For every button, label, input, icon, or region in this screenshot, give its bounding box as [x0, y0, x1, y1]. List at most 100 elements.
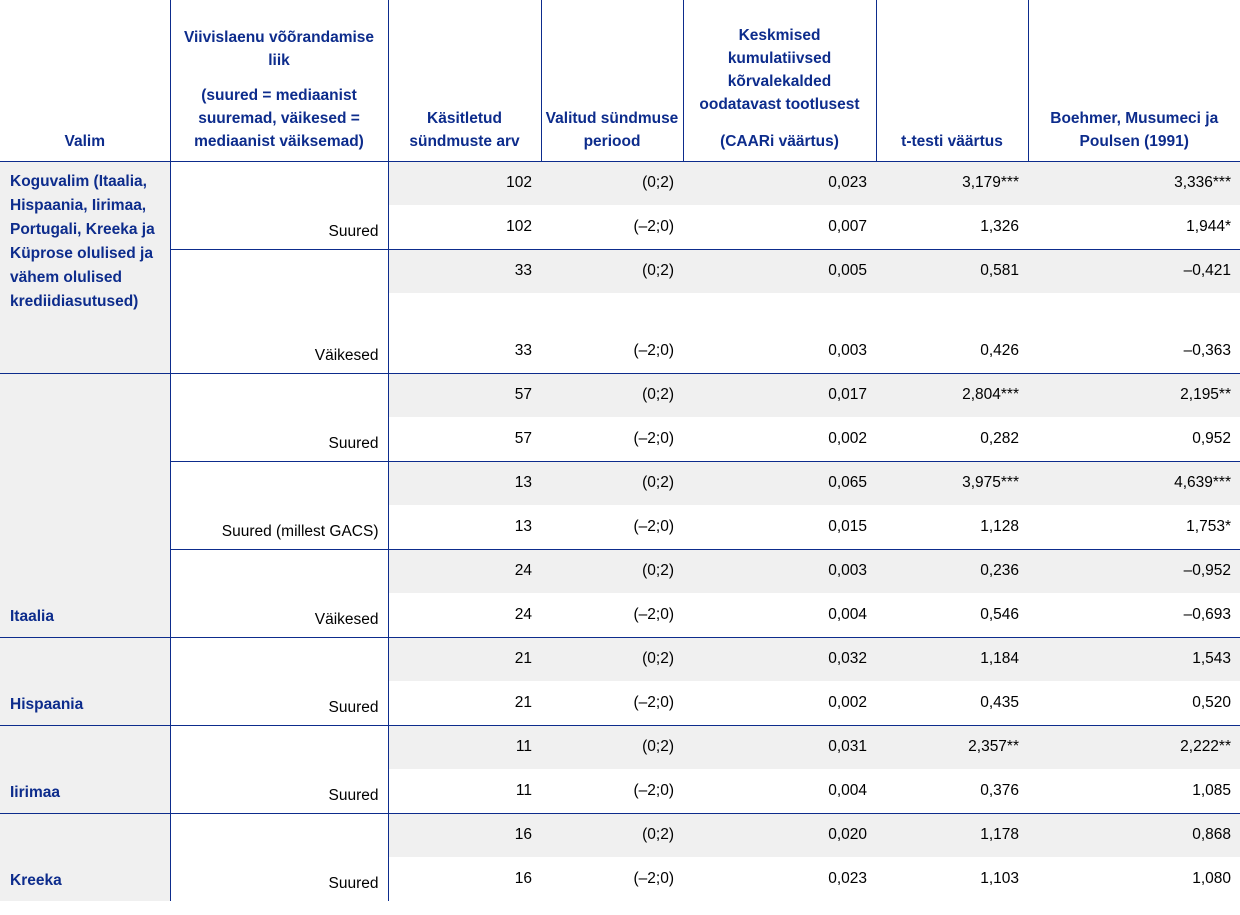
window-cell: (–2;0): [633, 429, 675, 447]
caar-cell: 0,023: [828, 870, 867, 887]
events-cell: 11: [387, 724, 541, 769]
bmp-cell: 1,944*: [1186, 217, 1231, 235]
type-cell: Suured: [169, 724, 388, 813]
ttest-cell: 0,376: [980, 781, 1019, 799]
events-cell: 21: [387, 636, 541, 681]
ttest-cell: 0,426: [980, 341, 1019, 359]
bmp-cell: 1,085: [1192, 781, 1231, 799]
table-row: Itaalia Suured 57 (0;2) 0,017 2,804*** 2…: [0, 372, 1240, 637]
spacer-row: [0, 293, 1240, 329]
header-caar-title: Keskmised kumulatiivsed kõrvalekalded oo…: [699, 26, 860, 113]
table-row: 33 (–2;0) 0,003 0,426 –0,363: [0, 329, 1240, 373]
table-row: Väikesed 24 (0;2) 0,003 0,236 –0,952: [0, 548, 1240, 637]
caar-cell: 0,065: [683, 460, 876, 505]
ttest-cell: 1,103: [980, 870, 1019, 887]
events-cell: 21: [387, 681, 541, 725]
events-cell: 11: [387, 769, 541, 813]
bmp-cell: 4,639***: [1028, 460, 1240, 505]
header-window: Valitud sündmuse periood: [540, 0, 683, 162]
header-events: Käsitletud sündmuste arv: [387, 0, 541, 162]
bmp-cell: 0,520: [1192, 693, 1231, 711]
header-type-note: (suured = mediaanist suuremad, väikesed …: [194, 86, 364, 150]
header-caar-note: (CAARi väärtus): [720, 132, 839, 150]
bmp-cell: 1,543: [1028, 636, 1240, 681]
ttest-cell: 2,804***: [876, 372, 1028, 417]
ttest-cell: 1,128: [980, 517, 1019, 535]
caar-cell: 0,004: [828, 605, 867, 623]
table-row: Suured (millest GACS) 13 (0;2) 0,065 3,9…: [0, 460, 1240, 549]
events-cell: 57: [387, 417, 541, 461]
ttest-cell: 1,178: [876, 812, 1028, 857]
events-cell: 13: [387, 505, 541, 549]
window-cell: (–2;0): [633, 217, 675, 235]
window-cell: (–2;0): [633, 781, 675, 799]
bmp-cell: –0,952: [1028, 548, 1240, 593]
header-row: Valim Viivislaenu võõrandamise liik (suu…: [0, 0, 1240, 162]
events-cell: 24: [387, 593, 541, 637]
header-caar: Keskmised kumulatiivsed kõrvalekalded oo…: [682, 0, 876, 162]
header-ttest: t-testi väärtus: [875, 0, 1028, 162]
caar-cell: 0,031: [683, 724, 876, 769]
type-cell: Suured: [169, 812, 388, 901]
events-cell: 102: [387, 205, 541, 249]
table-row: 21 (–2;0) 0,002 0,435 0,520: [0, 681, 1240, 725]
header-sample: Valim: [0, 0, 170, 162]
type-cell: Suured (millest GACS): [169, 460, 388, 549]
table-row: Iirimaa Suured 11 (0;2) 0,031 2,357** 2,…: [0, 724, 1240, 813]
type-cell: Suured: [169, 160, 388, 249]
type-cell: Väikesed: [169, 248, 388, 373]
sample-cell: Itaalia: [0, 372, 170, 637]
bmp-cell: 3,336***: [1028, 160, 1240, 205]
caar-cell: 0,032: [683, 636, 876, 681]
type-cell: Väikesed: [169, 548, 388, 637]
bmp-cell: 0,952: [1192, 429, 1231, 447]
window-cell: (0;2): [541, 548, 683, 593]
header-type: Viivislaenu võõrandamise liik (suured = …: [169, 0, 388, 162]
table-row: Kreeka Suured 16 (0;2) 0,020 1,178 0,868: [0, 812, 1240, 901]
sample-cell: Kreeka: [0, 812, 170, 901]
table-row: 13 (–2;0) 0,015 1,128 1,753*: [0, 505, 1240, 549]
caar-cell: 0,002: [828, 693, 867, 711]
table-row: Hispaania Suured 21 (0;2) 0,032 1,184 1,…: [0, 636, 1240, 725]
type-cell: Suured: [169, 372, 388, 461]
caar-cell: 0,015: [828, 517, 867, 535]
ttest-cell: 1,326: [980, 217, 1019, 235]
ttest-cell: 0,435: [980, 693, 1019, 711]
events-cell: 16: [387, 812, 541, 857]
table-row: 24 (–2;0) 0,004 0,546 –0,693: [0, 593, 1240, 637]
caar-cell: 0,007: [828, 217, 867, 235]
ttest-cell: 3,975***: [876, 460, 1028, 505]
bmp-cell: 1,753*: [1186, 517, 1231, 535]
bmp-cell: 2,222**: [1028, 724, 1240, 769]
bmp-cell: –0,421: [1028, 248, 1240, 293]
caar-cell: 0,003: [683, 548, 876, 593]
window-cell: (–2;0): [633, 693, 675, 711]
bmp-cell: –0,693: [1183, 605, 1231, 623]
events-cell: 16: [387, 857, 541, 901]
window-cell: (–2;0): [633, 341, 675, 359]
table-row: 11 (–2;0) 0,004 0,376 1,085: [0, 769, 1240, 813]
caar-cell: 0,017: [683, 372, 876, 417]
caar-cell: 0,020: [683, 812, 876, 857]
window-cell: (0;2): [541, 248, 683, 293]
window-cell: (0;2): [541, 724, 683, 769]
window-cell: (0;2): [541, 372, 683, 417]
events-cell: 24: [387, 548, 541, 593]
sample-cell: Koguvalim (Itaalia, Hispaania, Iirimaa, …: [0, 160, 170, 373]
header-type-title: Viivislaenu võõrandamise liik: [183, 28, 375, 69]
table-row: Koguvalim (Itaalia, Hispaania, Iirimaa, …: [0, 160, 1240, 373]
bmp-cell: –0,363: [1183, 341, 1231, 359]
table-row: 102 (–2;0) 0,007 1,326 1,944*: [0, 205, 1240, 249]
table-row: Väikesed 33 (0;2) 0,005 0,581 –0,421: [0, 248, 1240, 373]
caar-cell: 0,004: [828, 781, 867, 799]
bmp-cell: 0,868: [1028, 812, 1240, 857]
table-row: 16 (–2;0) 0,023 1,103 1,080: [0, 857, 1240, 901]
ttest-cell: 0,546: [980, 605, 1019, 623]
window-cell: (0;2): [541, 460, 683, 505]
window-cell: (0;2): [541, 636, 683, 681]
window-cell: (0;2): [541, 160, 683, 205]
window-cell: (0;2): [541, 812, 683, 857]
events-cell: 102: [387, 160, 541, 205]
events-cell: 33: [387, 329, 541, 373]
